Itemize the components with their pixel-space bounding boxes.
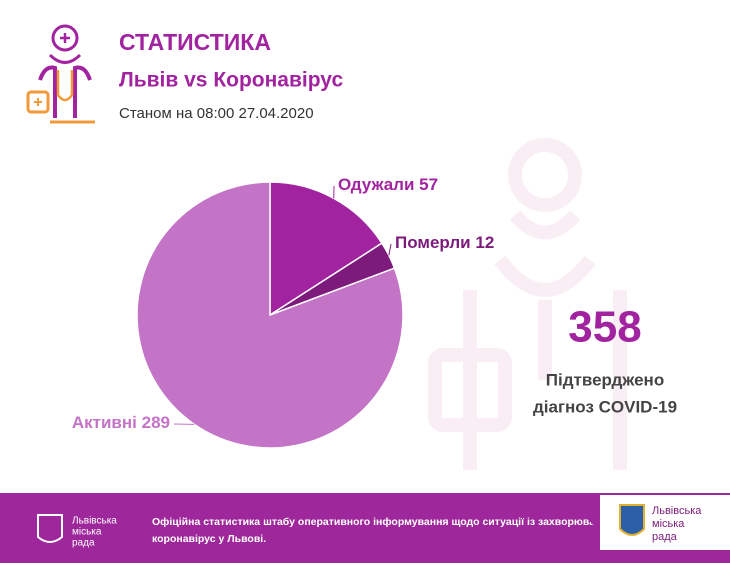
slice-label: Померли 12 <box>395 233 494 252</box>
footer-logo-text: міська <box>72 527 102 538</box>
slice-label: Активні 289 <box>72 413 170 432</box>
pie-chart: Одужали 57 Померли 12 Активні 289 <box>72 175 494 449</box>
footer-logo-text: Львівська <box>72 516 117 527</box>
slice-label: Одужали 57 <box>338 175 438 194</box>
total-label: діагноз COVID-19 <box>533 397 677 416</box>
subtitle: Львів vs Коронавірус <box>119 69 343 92</box>
leader-line <box>388 243 392 256</box>
category-label: Активні <box>72 413 137 432</box>
footer-right-logo-text: рада <box>652 531 678 543</box>
value-label: 289 <box>142 413 170 432</box>
title: СТАТИСТИКА <box>119 29 271 55</box>
footer-logo <box>37 514 63 543</box>
category-label: Одужали <box>338 175 414 194</box>
header-icon <box>26 24 95 124</box>
value-label: 57 <box>419 175 438 194</box>
category-label: Померли <box>395 233 471 252</box>
total-label: Підтверджено <box>546 370 664 389</box>
footer-text: Офіційна статистика штабу оперативного і… <box>152 516 622 528</box>
background-icon <box>428 138 627 470</box>
coat-of-arms <box>619 504 645 536</box>
footer-right-logo-text: міська <box>652 518 685 530</box>
footer-arrow <box>588 510 600 530</box>
pie-slice <box>136 181 404 449</box>
footer-text: коронавірус у Львові. <box>152 533 266 545</box>
value-label: 12 <box>475 233 494 252</box>
footer-logo-text: рада <box>72 538 95 549</box>
footer-right-logo-text: Львівська <box>652 505 702 517</box>
date: Станом на 08:00 27.04.2020 <box>119 105 314 122</box>
total-value: 358 <box>568 303 641 352</box>
